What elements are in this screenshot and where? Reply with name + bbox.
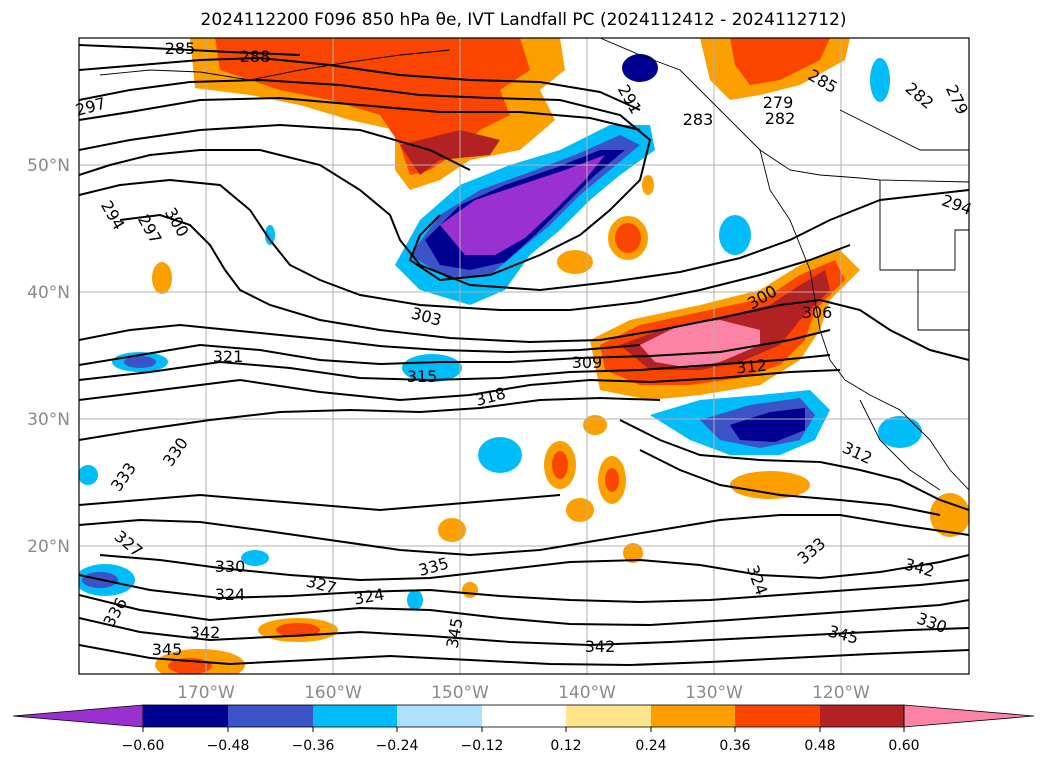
shade-patch — [557, 250, 593, 274]
colorbar-tick-label: −0.24 — [376, 738, 419, 754]
figure-title: 2024112200 F096 850 hPa θe, IVT Landfall… — [200, 10, 847, 30]
shade-patch — [870, 58, 890, 102]
latitude-labels: 50°N 40°N 30°N 20°N — [27, 156, 70, 557]
contours — [79, 44, 969, 667]
shade-patch — [265, 225, 275, 245]
shade-patch — [407, 590, 423, 610]
shade-patch — [605, 468, 619, 492]
shade-patch — [878, 416, 922, 448]
colorbar-bin — [397, 705, 482, 727]
colorbar-extend-high — [903, 704, 1035, 728]
shade-patch — [566, 498, 594, 522]
shade-patch — [79, 465, 98, 485]
lon-label: 150°W — [431, 683, 489, 703]
colorbar-tick-label: −0.12 — [461, 738, 504, 754]
contour-label: 342 — [585, 637, 616, 656]
colorbar-bin — [228, 705, 313, 727]
colorbar-bin — [143, 705, 228, 727]
shade-ep-pink — [640, 320, 760, 368]
shade-purple — [440, 155, 605, 255]
lat-label: 50°N — [27, 156, 70, 176]
contour-label: 321 — [213, 347, 244, 366]
longitude-labels: 170°W 160°W 150°W 140°W 130°W 120°W — [177, 683, 870, 703]
shade-north-darkred — [400, 130, 500, 175]
colorbar-tick-label: 0.36 — [719, 738, 750, 754]
contour-label: 315 — [407, 367, 438, 386]
colorbar-ticks — [142, 727, 905, 732]
shade-patch — [622, 54, 658, 82]
contour-label: 282 — [765, 109, 796, 128]
contour-label: 283 — [683, 110, 714, 129]
contour-label: 288 — [240, 47, 271, 66]
contour-label: 330 — [215, 557, 246, 576]
contour-label: 345 — [152, 640, 183, 659]
colorbar-bin — [566, 705, 651, 727]
contour-label: 324 — [215, 585, 246, 604]
contour-label: 306 — [802, 303, 833, 322]
shade-patch — [930, 493, 969, 537]
lon-label: 120°W — [812, 683, 870, 703]
contour-label: 342 — [190, 623, 221, 642]
shade-patch — [615, 223, 641, 253]
lat-label: 40°N — [27, 283, 70, 303]
shade-patch — [276, 623, 320, 637]
lon-label: 140°W — [558, 683, 616, 703]
contour-label: 312 — [735, 356, 767, 378]
colorbar: −0.60 −0.48 −0.36 −0.24 −0.12 0.12 0.24 … — [12, 704, 1035, 754]
lon-label: 170°W — [177, 683, 235, 703]
shade-patch — [462, 582, 478, 598]
colorbar-bin — [735, 705, 820, 727]
shade-patch — [438, 518, 466, 542]
shade-ne-red — [730, 38, 830, 85]
lat-label: 20°N — [27, 537, 70, 557]
colorbar-tick-label: 0.48 — [804, 738, 835, 754]
colorbar-bin — [651, 705, 735, 727]
colorbar-tick-label: 0.12 — [550, 738, 581, 754]
contour-label: 309 — [572, 353, 603, 372]
shade-patch — [552, 451, 568, 479]
colorbar-bin — [482, 705, 566, 727]
shade-patch — [241, 550, 269, 566]
colorbar-bin — [313, 705, 397, 727]
shade-patch — [623, 543, 643, 563]
lon-label: 130°W — [685, 683, 743, 703]
shade-patch — [124, 356, 156, 368]
colorbar-frame — [142, 704, 905, 728]
coastlines — [99, 38, 969, 491]
shade-patch — [730, 471, 810, 499]
colorbar-tick-label: −0.48 — [207, 738, 250, 754]
shade-patch — [719, 215, 751, 255]
colorbar-tick-label: −0.60 — [122, 738, 165, 754]
lat-label: 30°N — [27, 410, 70, 430]
shade-patch — [583, 415, 607, 435]
contour-label: 285 — [165, 39, 196, 58]
colorbar-tick-label: 0.24 — [635, 738, 666, 754]
shade-patch — [642, 175, 654, 195]
colorbar-tick-label: 0.60 — [888, 738, 919, 754]
shade-sub-navy — [730, 408, 805, 442]
colorbar-extend-low — [12, 704, 144, 728]
shade-patch — [152, 262, 172, 294]
colorbar-bin — [820, 705, 904, 727]
contour-label: 279 — [763, 93, 794, 112]
map-frame — [78, 37, 970, 675]
filled-shading — [79, 38, 969, 674]
colorbar-tick-label: −0.36 — [292, 738, 335, 754]
lon-label: 160°W — [304, 683, 362, 703]
shade-patch — [478, 437, 522, 473]
